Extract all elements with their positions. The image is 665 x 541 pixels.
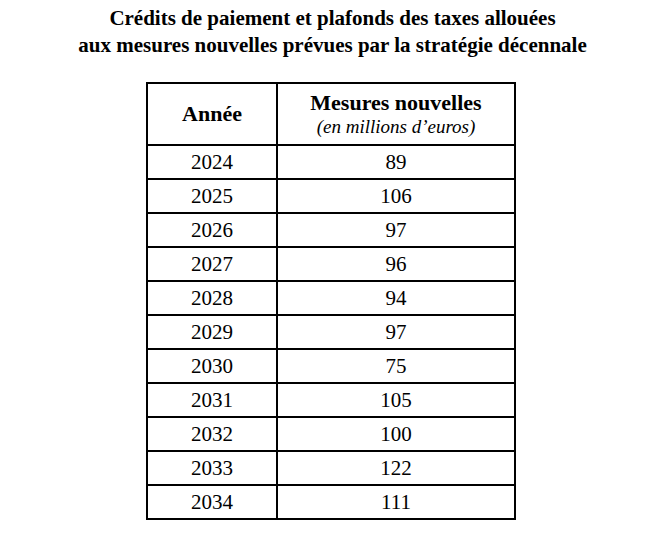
column-header-mesures-main: Mesures nouvelles xyxy=(278,90,514,116)
annee-cell: 2034 xyxy=(147,485,277,519)
table-row: 2030 75 xyxy=(147,349,515,383)
page-title-line-1: Crédits de paiement et plafonds des taxe… xyxy=(0,5,665,32)
valeur-cell: 96 xyxy=(277,247,515,281)
table-row: 2025 106 xyxy=(147,179,515,213)
table-row: 2029 97 xyxy=(147,315,515,349)
valeur-cell: 94 xyxy=(277,281,515,315)
table-header: Année Mesures nouvelles (en millions d’e… xyxy=(147,83,515,145)
credits-table: Année Mesures nouvelles (en millions d’e… xyxy=(146,82,516,520)
annee-cell: 2031 xyxy=(147,383,277,417)
valeur-cell: 111 xyxy=(277,485,515,519)
table-row: 2028 94 xyxy=(147,281,515,315)
table-row: 2027 96 xyxy=(147,247,515,281)
annee-cell: 2024 xyxy=(147,145,277,179)
valeur-cell: 97 xyxy=(277,315,515,349)
column-header-mesures-unit: (en millions d’euros) xyxy=(278,116,514,138)
header-row: Année Mesures nouvelles (en millions d’e… xyxy=(147,83,515,145)
column-header-annee: Année xyxy=(147,83,277,145)
table-row: 2024 89 xyxy=(147,145,515,179)
annee-cell: 2032 xyxy=(147,417,277,451)
page-title: Crédits de paiement et plafonds des taxe… xyxy=(0,5,665,59)
valeur-cell: 97 xyxy=(277,213,515,247)
annee-cell: 2028 xyxy=(147,281,277,315)
document-page: Crédits de paiement et plafonds des taxe… xyxy=(0,0,665,541)
table-row: 2031 105 xyxy=(147,383,515,417)
valeur-cell: 122 xyxy=(277,451,515,485)
table-row: 2032 100 xyxy=(147,417,515,451)
valeur-cell: 105 xyxy=(277,383,515,417)
valeur-cell: 100 xyxy=(277,417,515,451)
annee-cell: 2030 xyxy=(147,349,277,383)
table-row: 2033 122 xyxy=(147,451,515,485)
table-body: 2024 89 2025 106 2026 97 2027 96 xyxy=(147,145,515,519)
column-header-mesures: Mesures nouvelles (en millions d’euros) xyxy=(277,83,515,145)
page-title-line-2: aux mesures nouvelles prévues par la str… xyxy=(0,32,665,59)
valeur-cell: 75 xyxy=(277,349,515,383)
table-row: 2026 97 xyxy=(147,213,515,247)
annee-cell: 2025 xyxy=(147,179,277,213)
annee-cell: 2026 xyxy=(147,213,277,247)
table-row: 2034 111 xyxy=(147,485,515,519)
annee-cell: 2033 xyxy=(147,451,277,485)
valeur-cell: 89 xyxy=(277,145,515,179)
annee-cell: 2027 xyxy=(147,247,277,281)
valeur-cell: 106 xyxy=(277,179,515,213)
annee-cell: 2029 xyxy=(147,315,277,349)
